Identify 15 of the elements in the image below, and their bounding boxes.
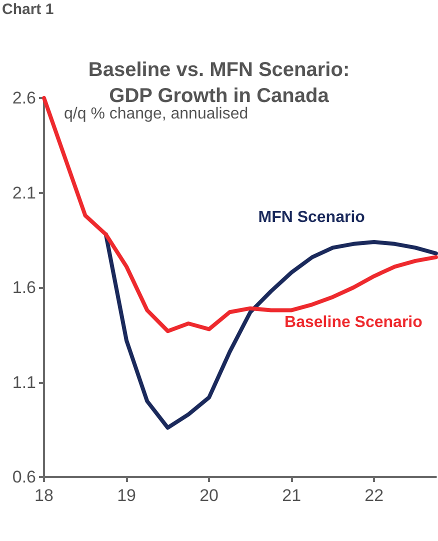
chart-title: Baseline vs. MFN Scenario: GDP Growth in Canada	[88, 59, 350, 107]
y-axis-title: q/q % change, annualised	[64, 106, 248, 122]
y-tick-label: 2.6	[12, 88, 36, 108]
x-tick-label: 21	[282, 486, 302, 505]
x-tick-label: 18	[34, 486, 54, 505]
x-tick-label: 20	[200, 486, 219, 505]
series-label: Baseline Scenario	[284, 314, 423, 331]
x-tick-label: 22	[364, 486, 384, 505]
y-tick-label: 2.1	[12, 183, 36, 202]
y-tick-label: 0.6	[12, 468, 36, 486]
y-tick-label: 1.1	[12, 372, 36, 392]
series-label: MFN Scenario	[258, 208, 366, 226]
caption: Chart 1	[2, 1, 54, 18]
y-tick-label: 1.6	[12, 278, 36, 297]
x-tick-label: 19	[117, 486, 136, 505]
